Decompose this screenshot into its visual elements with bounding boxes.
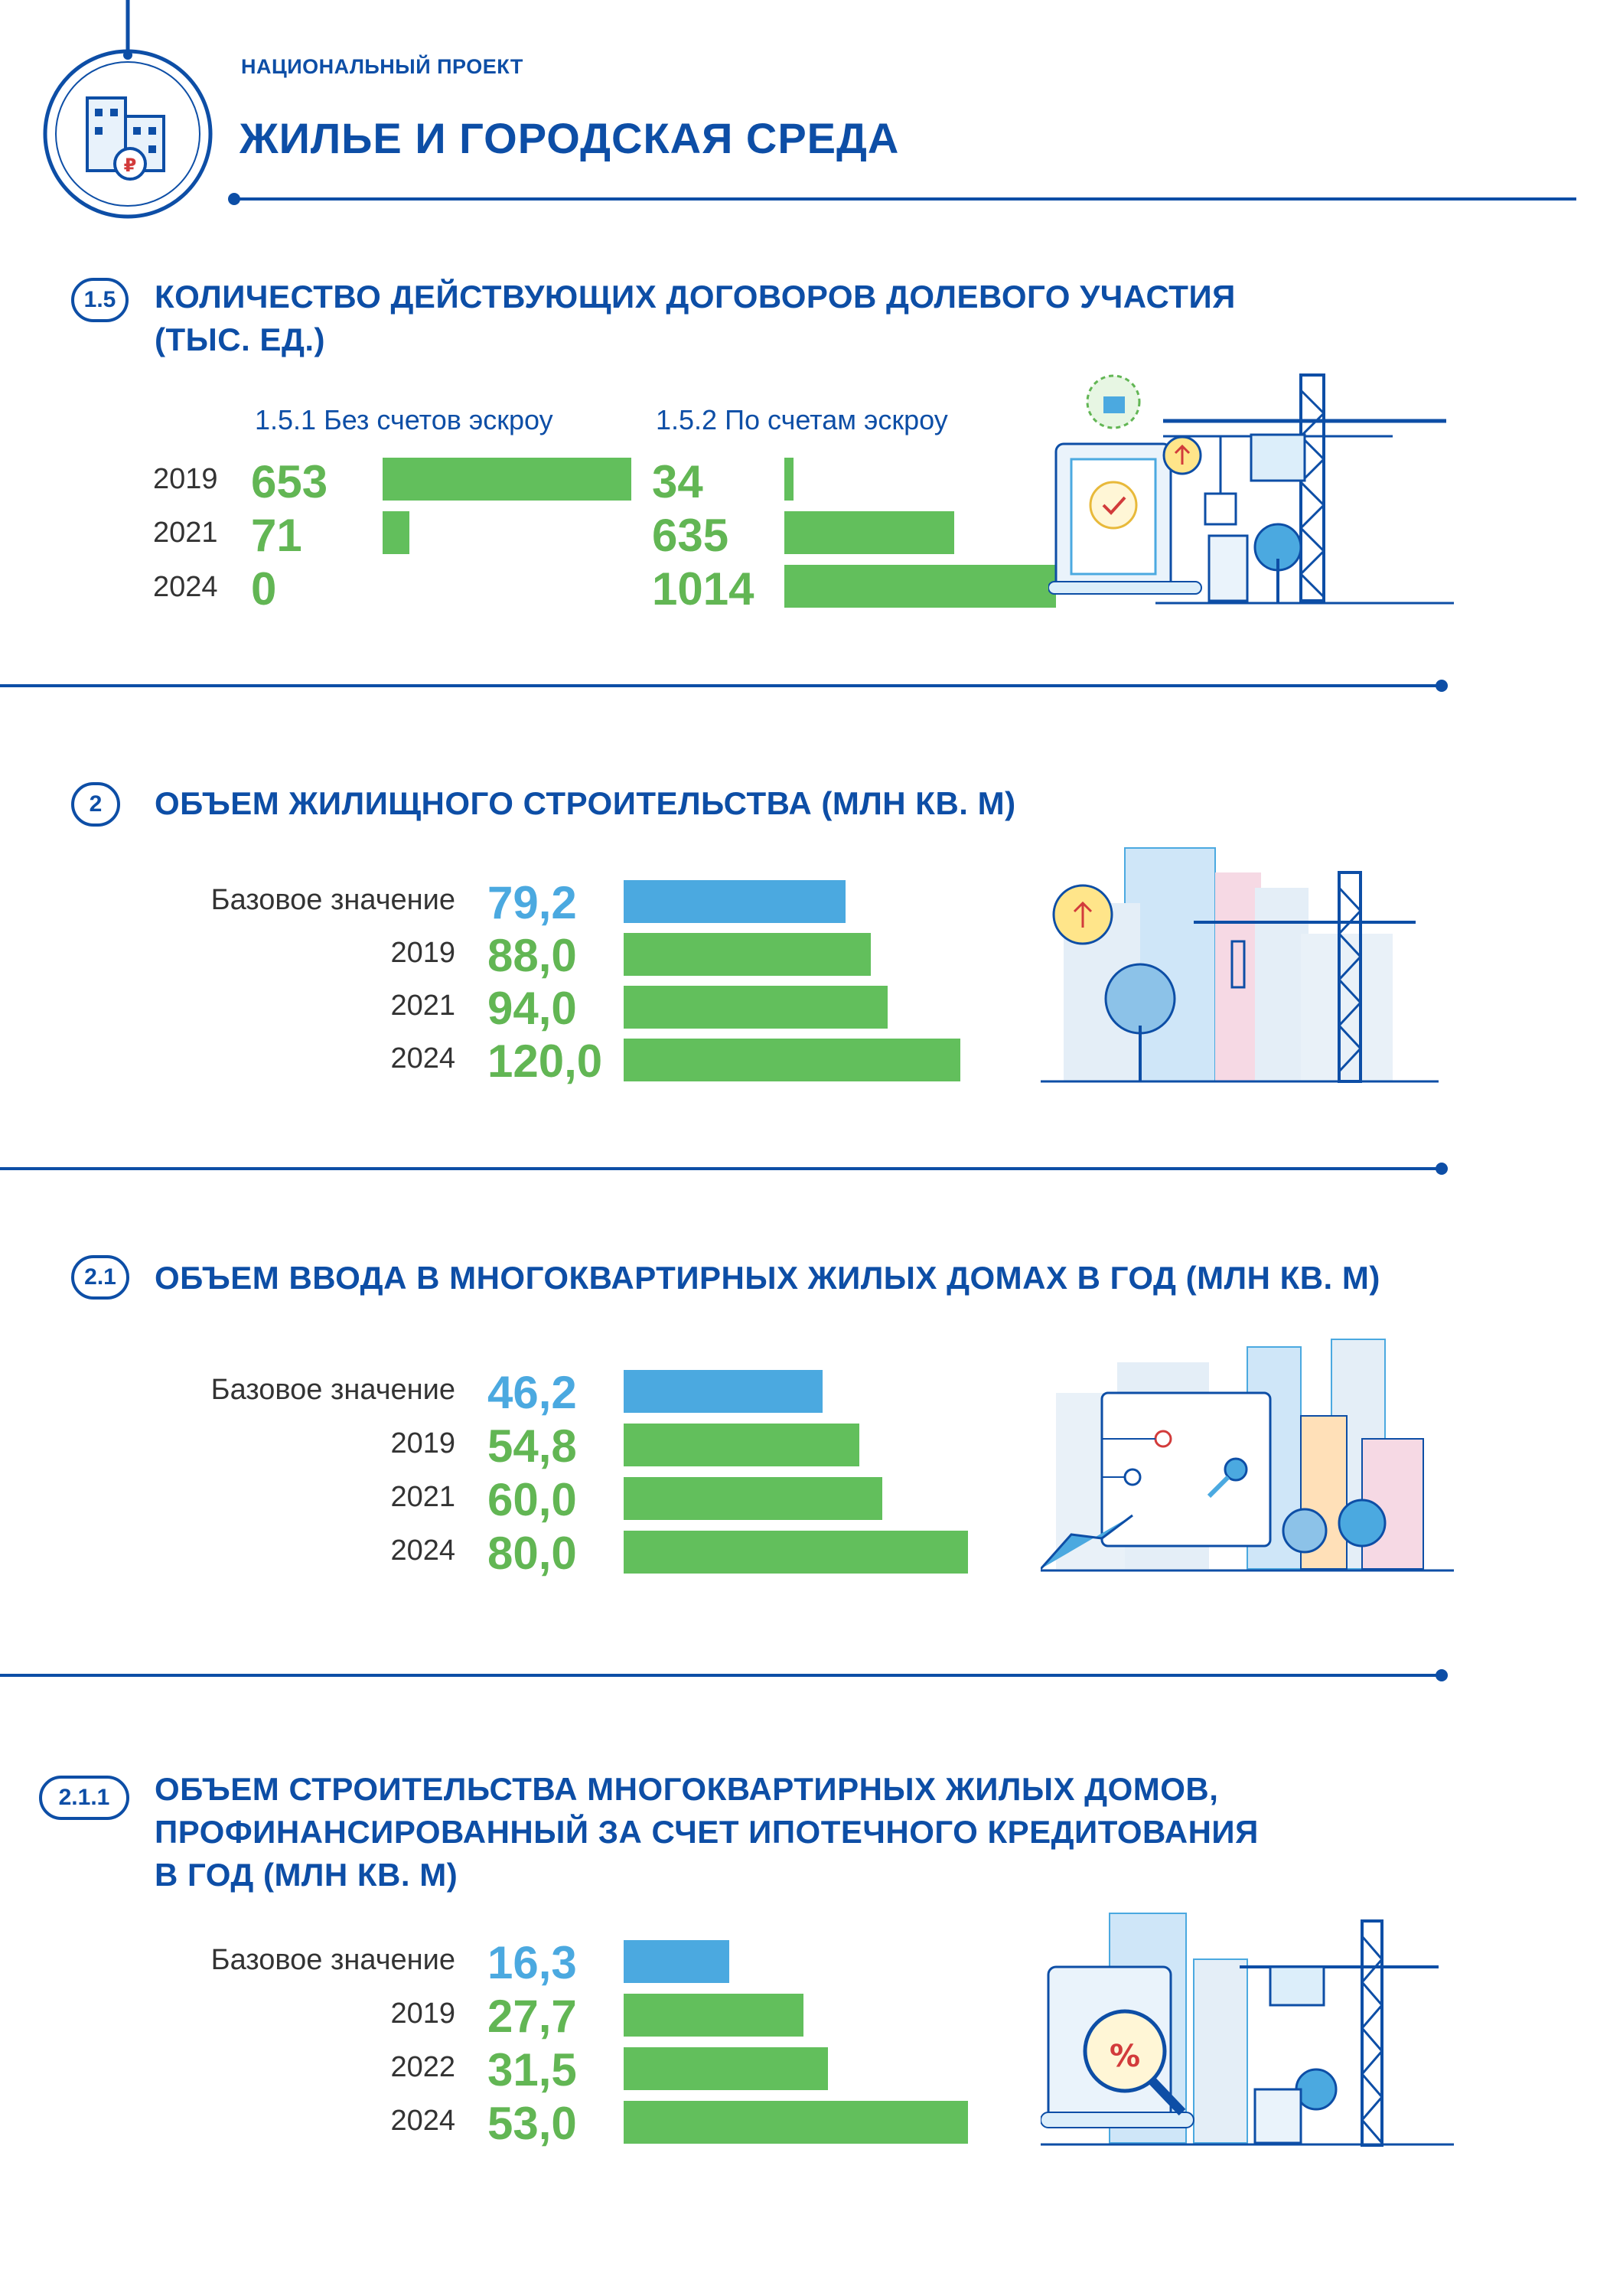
row-label: Базовое значение (210, 1944, 455, 1976)
bar-base (624, 880, 846, 923)
bar-base (624, 1370, 823, 1413)
value-label: 0 (251, 563, 277, 615)
section-title-line: ОБЪЕМ СТРОИТЕЛЬСТВА МНОГОКВАРТИРНЫХ ЖИЛЫ… (155, 1771, 1219, 1807)
svg-text:₽: ₽ (124, 155, 137, 176)
year-label: 2019 (153, 463, 218, 495)
value-label: 31,5 (487, 2044, 577, 2095)
value-label: 88,0 (487, 930, 577, 981)
section-divider-dot (1436, 1163, 1448, 1175)
bar-2021 (624, 1477, 882, 1520)
header-logo: ₽ (40, 0, 216, 230)
value-label: 53,0 (487, 2098, 577, 2149)
section-title-line: КОЛИЧЕСТВО ДЕЙСТВУЮЩИХ ДОГОВОРОВ ДОЛЕВОГ… (155, 279, 1236, 315)
bar-2024 (624, 1531, 968, 1574)
crane-contract-illustration (1048, 360, 1462, 612)
value-label: 635 (652, 510, 729, 561)
value-label: 71 (251, 510, 302, 561)
row-label: 2021 (390, 1481, 455, 1513)
value-label: 60,0 (487, 1474, 577, 1525)
section-divider-dot (1436, 1669, 1448, 1681)
section-divider (0, 1674, 1440, 1677)
row-label: 2019 (390, 937, 455, 969)
year-label: 2024 (153, 571, 218, 603)
bar-base (624, 1940, 730, 1983)
row-label: 2019 (390, 1998, 455, 2030)
value-label: 653 (251, 456, 328, 507)
header-divider (233, 197, 1576, 201)
section-title-line: В ГОД (МЛН КВ. М) (155, 1857, 458, 1893)
mortgage-percent-illustration: % (1040, 1906, 1454, 2151)
value-label: 34 (652, 456, 703, 507)
row-label: Базовое значение (210, 1374, 455, 1406)
row-label: 2024 (390, 2105, 455, 2137)
column-header-no-escrow: 1.5.1 Без счетов эскроу (255, 404, 553, 435)
section-divider (0, 1167, 1440, 1170)
bar-2024 (624, 2101, 968, 2144)
value-label: 1014 (652, 563, 754, 615)
bar-2019 (624, 933, 871, 976)
city-crane-illustration (1041, 842, 1439, 1087)
row-label: 2022 (390, 2051, 455, 2083)
bar-escrow (784, 511, 955, 554)
row-label: 2024 (390, 1534, 455, 1567)
city-keys-illustration (1039, 1332, 1454, 1577)
value-label: 79,2 (487, 877, 577, 928)
bar-2024 (624, 1039, 960, 1081)
page-title: ЖИЛЬЕ И ГОРОДСКАЯ СРЕДА (240, 114, 900, 162)
section-title-2-1: ОБЪЕМ ВВОДА В МНОГОКВАРТИРНЫХ ЖИЛЫХ ДОМА… (155, 1260, 1380, 1296)
year-label: 2021 (153, 517, 218, 549)
bar-escrow (784, 458, 794, 501)
column-header-escrow: 1.5.2 По счетам эскроу (656, 404, 948, 435)
value-label: 16,3 (487, 1937, 577, 1988)
section-title-1-5: КОЛИЧЕСТВО ДЕЙСТВУЮЩИХ ДОГОВОРОВ ДОЛЕВОГ… (155, 276, 1236, 361)
section-badge-2-1-1: 2.1.1 (39, 1776, 129, 1820)
house-ruble-icon: ₽ (43, 0, 213, 219)
bar-2021 (624, 986, 888, 1029)
value-label: 54,8 (487, 1420, 577, 1472)
value-label: 120,0 (487, 1035, 603, 1087)
value-label: 46,2 (487, 1367, 577, 1418)
row-label: Базовое значение (210, 884, 455, 916)
bar-no-escrow (383, 511, 410, 554)
header-kicker: НАЦИОНАЛЬНЫЙ ПРОЕКТ (241, 55, 523, 78)
section-badge-2: 2 (71, 782, 120, 827)
section-title-line: (ТЫС. ЕД.) (155, 321, 326, 357)
bar-escrow (784, 565, 1056, 608)
section-title-line: ПРОФИНАНСИРОВАННЫЙ ЗА СЧЕТ ИПОТЕЧНОГО КР… (155, 1814, 1259, 1850)
bar-2019 (624, 1424, 860, 1466)
bar-no-escrow (383, 458, 631, 501)
svg-text:%: % (1110, 2039, 1140, 2074)
section-badge-1-5: 1.5 (71, 278, 129, 322)
bar-2019 (624, 1994, 804, 2037)
row-label: 2021 (390, 990, 455, 1022)
header-divider-dot (228, 193, 240, 205)
section-divider-dot (1436, 680, 1448, 692)
row-label: 2019 (390, 1427, 455, 1459)
section-divider (0, 684, 1440, 687)
section-title-2-1-1: ОБЪЕМ СТРОИТЕЛЬСТВА МНОГОКВАРТИРНЫХ ЖИЛЫ… (155, 1768, 1259, 1896)
value-label: 27,7 (487, 1991, 577, 2042)
value-label: 94,0 (487, 983, 577, 1034)
section-badge-2-1: 2.1 (71, 1255, 129, 1300)
value-label: 80,0 (487, 1528, 577, 1579)
row-label: 2024 (390, 1042, 455, 1075)
bar-2022 (624, 2047, 829, 2090)
section-title-2: ОБЪЕМ ЖИЛИЩНОГО СТРОИТЕЛЬСТВА (МЛН КВ. М… (155, 785, 1016, 821)
